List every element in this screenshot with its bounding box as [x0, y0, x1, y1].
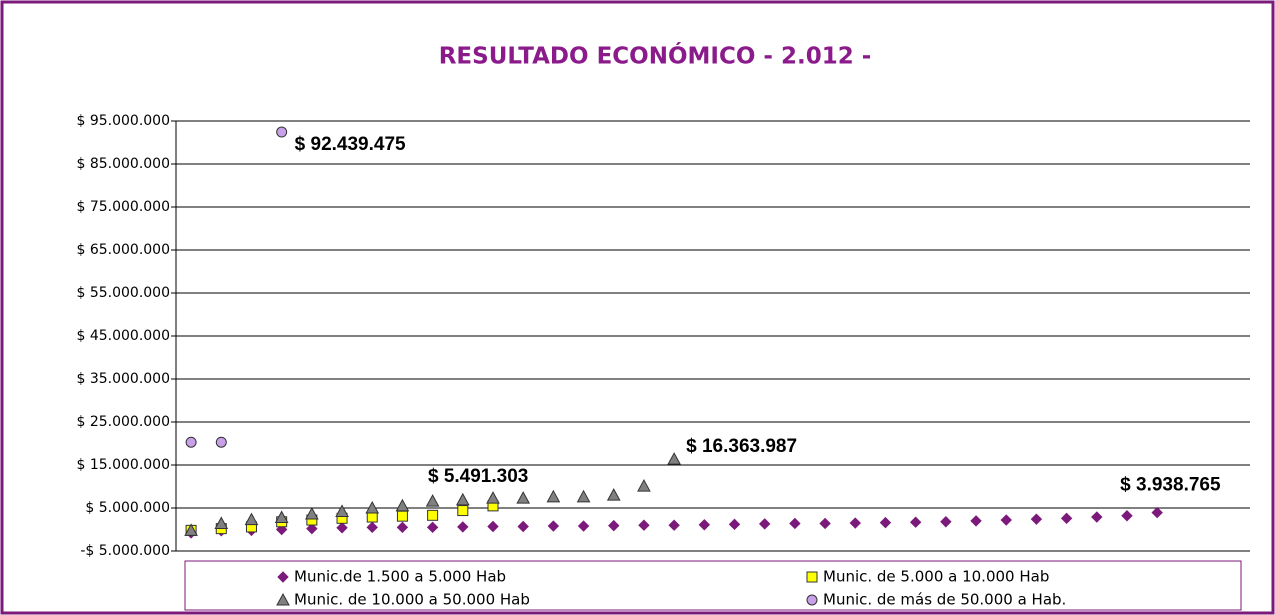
point — [396, 510, 408, 522]
point — [879, 516, 892, 529]
point — [214, 516, 229, 529]
point — [306, 522, 318, 535]
point — [789, 517, 801, 530]
data-label: $ 5.491.303 — [428, 466, 528, 487]
point — [366, 511, 378, 523]
point — [606, 488, 621, 501]
point — [546, 489, 561, 503]
point — [940, 516, 952, 528]
legend-marker — [806, 594, 818, 606]
y-tick-label: $ 55.000.000 — [76, 285, 170, 301]
legend-marker — [276, 592, 290, 606]
point — [728, 518, 741, 531]
point — [185, 436, 197, 448]
point — [970, 515, 982, 527]
point — [547, 520, 560, 532]
y-tick-label: $ 95.000.000 — [76, 113, 170, 129]
point — [577, 520, 590, 532]
point — [455, 492, 470, 506]
point — [305, 506, 319, 520]
point — [1091, 511, 1103, 523]
point — [1000, 514, 1012, 526]
point — [698, 519, 711, 531]
y-tick-label: $ 85.000.000 — [76, 156, 170, 172]
point — [576, 489, 591, 503]
point — [335, 504, 349, 517]
point — [668, 519, 680, 531]
point — [849, 517, 861, 529]
point — [244, 512, 259, 526]
legend-label: Munic.de 1.500 a 5.000 Hab — [294, 568, 506, 586]
point — [909, 516, 922, 528]
point — [486, 491, 500, 504]
y-tick-label: $ 35.000.000 — [76, 371, 170, 387]
point — [457, 505, 469, 517]
point — [425, 494, 440, 507]
legend-box — [184, 560, 1242, 611]
data-label: $ 92.439.475 — [295, 134, 406, 155]
point — [336, 522, 348, 534]
point — [758, 518, 771, 530]
point — [395, 498, 410, 512]
legend-label: Munic. de más de 50.000 a Hab. — [823, 591, 1066, 609]
point — [516, 491, 531, 504]
point — [457, 521, 469, 533]
point — [1060, 512, 1073, 525]
point — [396, 521, 409, 534]
point — [1151, 506, 1163, 519]
point — [366, 521, 378, 534]
point — [427, 509, 439, 521]
legend-marker — [806, 571, 818, 583]
y-tick-label: $ 5.000.000 — [85, 500, 170, 516]
point — [365, 500, 380, 514]
point — [487, 520, 499, 533]
legend-label: Munic. de 5.000 a 10.000 Hab — [823, 568, 1049, 586]
point — [517, 520, 529, 533]
point — [608, 519, 620, 532]
y-tick-label: $ 75.000.000 — [76, 199, 170, 215]
point — [1121, 510, 1133, 522]
point — [184, 523, 198, 536]
point — [819, 517, 831, 530]
data-label: $ 3.938.765 — [1120, 475, 1221, 496]
y-tick-label: $ 25.000.000 — [76, 414, 170, 430]
chart-title: RESULTADO ECONÓMICO - 2.012 - — [439, 42, 872, 70]
point — [637, 479, 651, 492]
point — [1030, 513, 1043, 525]
point — [426, 521, 439, 534]
point — [274, 510, 289, 523]
point — [215, 436, 227, 448]
point — [276, 126, 288, 138]
legend-label: Munic. de 10.000 a 50.000 Hab — [294, 591, 530, 609]
y-tick-label: $ 15.000.000 — [76, 457, 170, 473]
legend-marker — [277, 571, 289, 583]
y-tick-label: $ 45.000.000 — [76, 328, 170, 344]
point — [667, 452, 681, 465]
y-tick-label: -$ 5.000.000 — [80, 543, 170, 559]
data-label: $ 16.363.987 — [686, 436, 797, 457]
point — [638, 519, 650, 531]
y-tick-label: $ 65.000.000 — [76, 242, 170, 258]
